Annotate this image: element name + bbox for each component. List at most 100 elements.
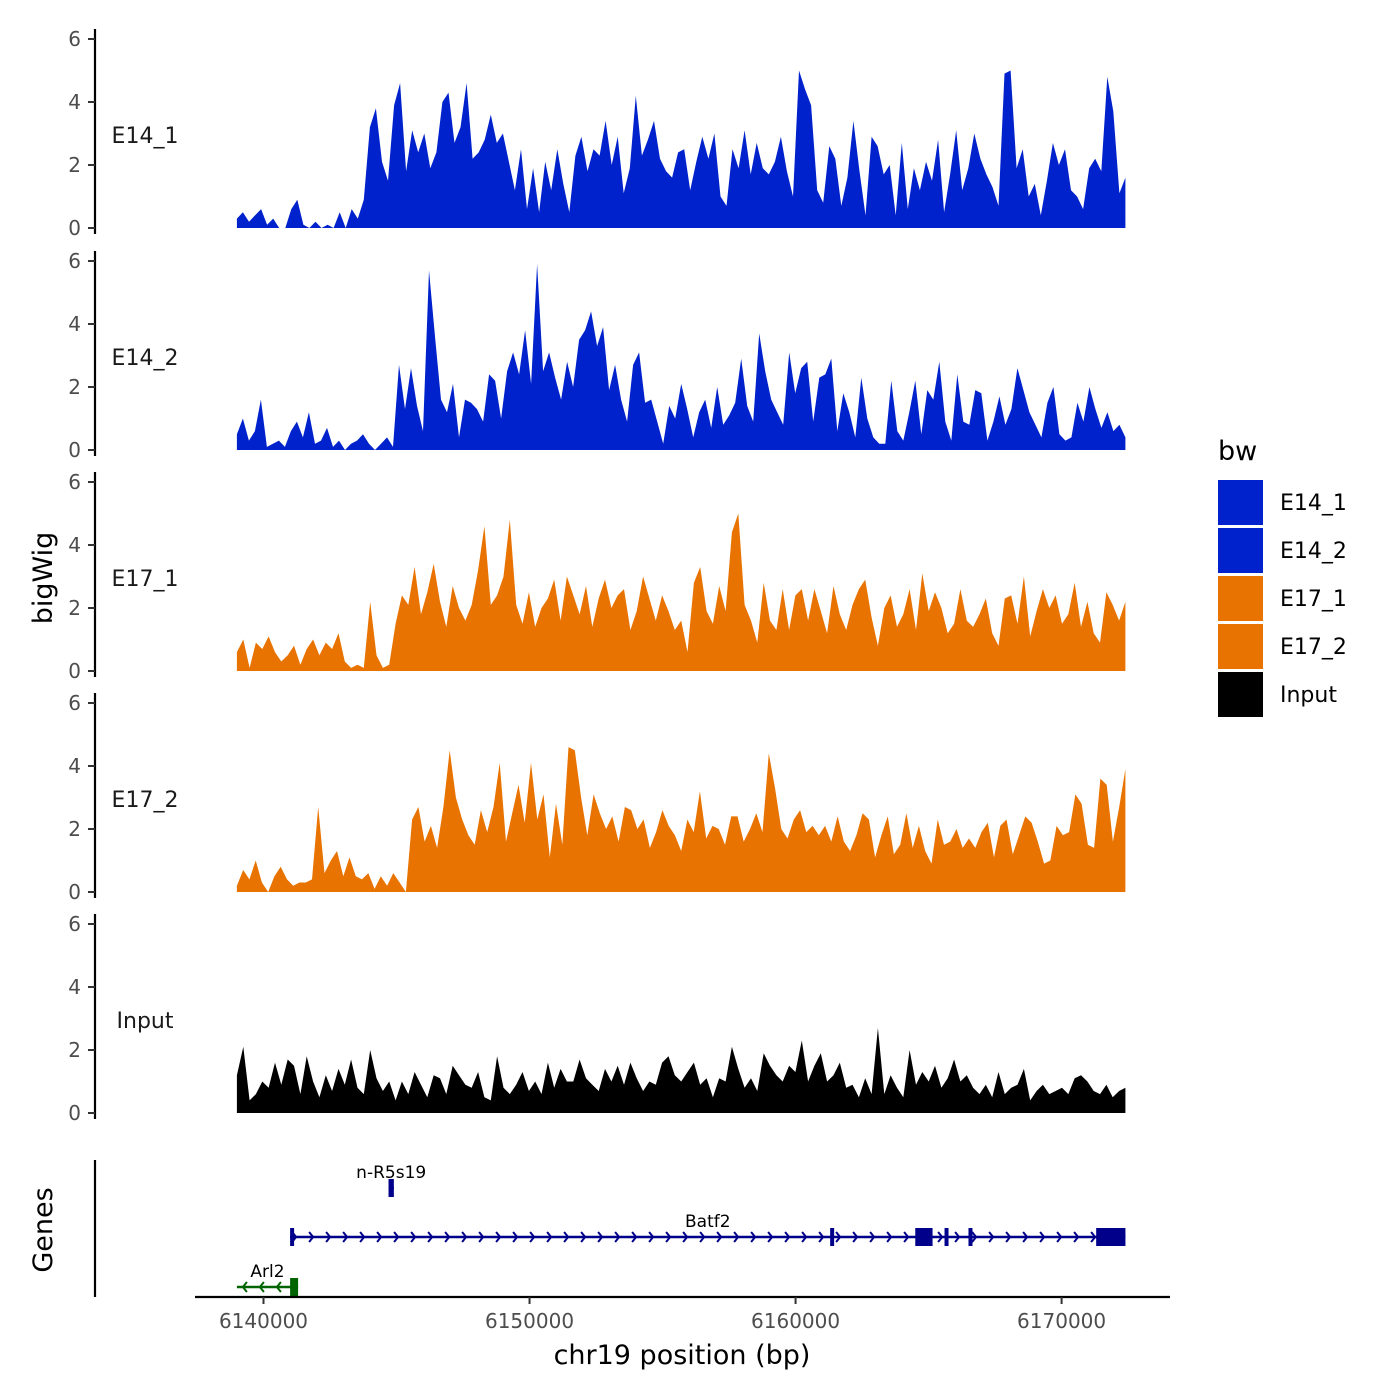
y-tick-label: 6 bbox=[68, 27, 81, 51]
strand-arrow bbox=[325, 1231, 332, 1243]
strand-arrow bbox=[682, 1231, 689, 1243]
genes-axis-title: Genes bbox=[28, 1187, 59, 1272]
legend-swatch-e17_1 bbox=[1218, 576, 1263, 621]
y-tick-label: 6 bbox=[68, 249, 81, 273]
strand-arrow bbox=[342, 1231, 349, 1243]
strand-arrow bbox=[275, 1281, 282, 1293]
strand-arrow bbox=[1039, 1231, 1046, 1243]
strand-arrow bbox=[410, 1231, 417, 1243]
coverage-area-e14_1 bbox=[236, 70, 1126, 228]
strand-arrow bbox=[512, 1231, 519, 1243]
strand-arrow bbox=[801, 1231, 808, 1243]
y-tick-label: 0 bbox=[68, 1101, 81, 1125]
strand-arrow bbox=[767, 1231, 774, 1243]
track-input: 0 2 4 6 Input bbox=[68, 912, 1126, 1125]
y-tick-label: 6 bbox=[68, 691, 81, 715]
strand-arrow bbox=[1090, 1231, 1097, 1243]
track-e17_1: 0 2 4 6 E17_1 bbox=[68, 470, 1126, 683]
legend-label: E14_1 bbox=[1280, 491, 1347, 516]
coverage-area-e17_2 bbox=[236, 747, 1126, 892]
y-tick-label: 2 bbox=[68, 596, 81, 620]
y-tick-label: 2 bbox=[68, 375, 81, 399]
exon-block bbox=[290, 1278, 299, 1296]
coverage-area-input bbox=[236, 1028, 1126, 1113]
y-tick-label: 4 bbox=[68, 312, 81, 336]
track-e17_2: 0 2 4 6 E17_2 bbox=[68, 691, 1126, 904]
legend-swatch-input bbox=[1218, 672, 1263, 717]
strand-arrow bbox=[988, 1231, 995, 1243]
strand-arrow bbox=[444, 1231, 451, 1243]
track-label: Input bbox=[117, 1009, 174, 1034]
track-label: E14_2 bbox=[112, 346, 179, 371]
strand-arrow bbox=[648, 1231, 655, 1243]
bigwig-tracks: 0 2 4 6 E14_1 0 2 4 6 E14_2 0 2 4 6 E17_1 0 2 4 6 E17_2 0 2 4 6… bbox=[68, 27, 1126, 1125]
track-label: E14_1 bbox=[112, 124, 179, 149]
strand-arrow bbox=[495, 1231, 502, 1243]
strand-arrow bbox=[818, 1231, 825, 1243]
track-label: E17_1 bbox=[112, 567, 179, 592]
x-tick-label: 6150000 bbox=[485, 1309, 574, 1333]
strand-arrow bbox=[1022, 1231, 1029, 1243]
legend-title: bw bbox=[1218, 436, 1257, 467]
y-tick-label: 4 bbox=[68, 90, 81, 114]
strand-arrow bbox=[241, 1281, 248, 1293]
y-tick-label: 2 bbox=[68, 817, 81, 841]
gene-label: n-R5s19 bbox=[356, 1163, 426, 1183]
strand-arrow bbox=[478, 1231, 485, 1243]
y-tick-label: 0 bbox=[68, 438, 81, 462]
coverage-area-e17_1 bbox=[236, 513, 1126, 671]
strand-arrow bbox=[1073, 1231, 1080, 1243]
strand-arrow bbox=[529, 1231, 536, 1243]
strand-arrow bbox=[750, 1231, 757, 1243]
y-tick-label: 4 bbox=[68, 533, 81, 557]
strand-arrow bbox=[308, 1231, 315, 1243]
strand-arrow bbox=[359, 1231, 366, 1243]
x-axis-title: chr19 position (bp) bbox=[554, 1340, 811, 1371]
strand-arrow bbox=[614, 1231, 621, 1243]
coverage-area-e14_2 bbox=[236, 264, 1126, 450]
strand-arrow bbox=[733, 1231, 740, 1243]
x-tick-label: 6160000 bbox=[751, 1309, 840, 1333]
y-tick-label: 4 bbox=[68, 754, 81, 778]
strand-arrow bbox=[869, 1231, 876, 1243]
track-e14_1: 0 2 4 6 E14_1 bbox=[68, 27, 1126, 240]
y-tick-label: 2 bbox=[68, 153, 81, 177]
exon-block bbox=[944, 1228, 949, 1246]
strand-arrow bbox=[258, 1281, 265, 1293]
strand-arrow bbox=[427, 1231, 434, 1243]
y-tick-label: 2 bbox=[68, 1038, 81, 1062]
legend-swatch-e14_2 bbox=[1218, 528, 1263, 573]
legend-label: Input bbox=[1280, 683, 1337, 708]
legend-swatch-e14_1 bbox=[1218, 480, 1263, 525]
strand-arrow bbox=[546, 1231, 553, 1243]
strand-arrow bbox=[393, 1231, 400, 1243]
legend-label: E17_2 bbox=[1280, 635, 1347, 660]
gene-label: Arl2 bbox=[250, 1262, 284, 1282]
y-tick-label: 6 bbox=[68, 912, 81, 936]
strand-arrow bbox=[835, 1231, 842, 1243]
strand-arrow bbox=[937, 1231, 944, 1243]
exon-block bbox=[915, 1228, 933, 1246]
strand-arrow bbox=[563, 1231, 570, 1243]
strand-arrow bbox=[1056, 1231, 1063, 1243]
y-tick-label: 0 bbox=[68, 659, 81, 683]
track-e14_2: 0 2 4 6 E14_2 bbox=[68, 249, 1126, 462]
track-label: E17_2 bbox=[112, 788, 179, 813]
gene-batf2: Batf2 bbox=[290, 1212, 1126, 1246]
gene-annotation-panel: n-R5s19 Batf2 Arl2 bbox=[93, 1160, 1126, 1297]
legend-label: E17_1 bbox=[1280, 587, 1347, 612]
legend: bw E14_1 E14_2 E17_1 E17_2 Input bbox=[1218, 436, 1347, 717]
strand-arrow bbox=[597, 1231, 604, 1243]
y-axis-title: bigWig bbox=[28, 532, 59, 625]
exon-block bbox=[388, 1179, 394, 1197]
y-tick-label: 4 bbox=[68, 975, 81, 999]
strand-arrow bbox=[784, 1231, 791, 1243]
strand-arrow bbox=[852, 1231, 859, 1243]
legend-label: E14_2 bbox=[1280, 539, 1347, 564]
x-tick-label: 6170000 bbox=[1017, 1309, 1106, 1333]
exon-block bbox=[968, 1228, 973, 1246]
strand-arrow bbox=[903, 1231, 910, 1243]
strand-arrow bbox=[461, 1231, 468, 1243]
x-tick-label: 6140000 bbox=[219, 1309, 308, 1333]
